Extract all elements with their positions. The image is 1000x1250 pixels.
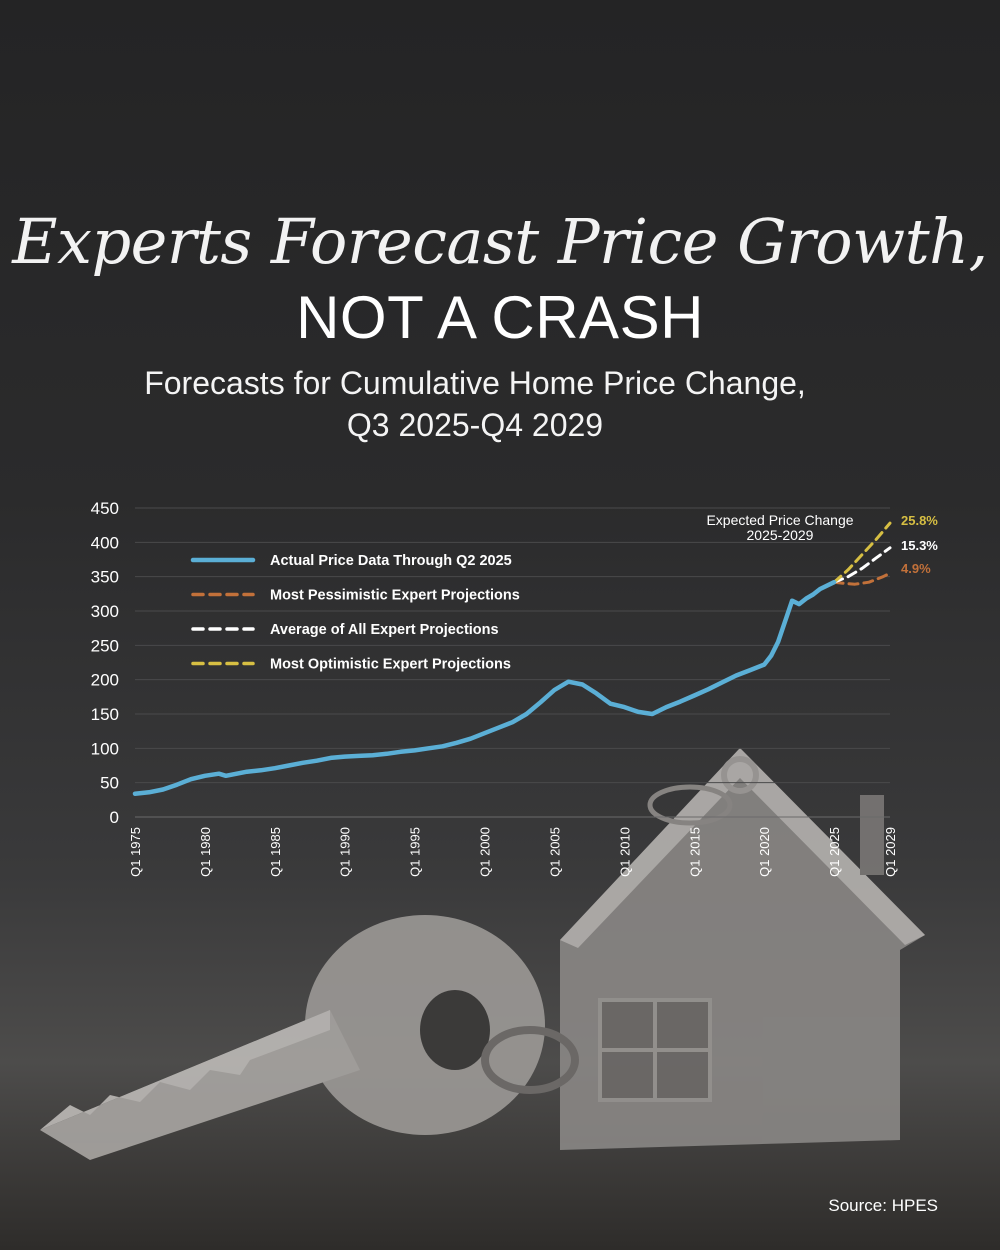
chart-subtitle-line2: Q3 2025-Q4 2029 (346, 407, 604, 443)
series-line-1 (832, 571, 892, 586)
y-tick-label: 100 (91, 739, 119, 758)
house-key-illustration (40, 748, 925, 1160)
x-tick-label: Q1 2015 (687, 827, 702, 877)
chart-legend: Actual Price Data Through Q2 2025 Most Pe… (190, 553, 520, 673)
x-tick-label: Q1 2005 (547, 827, 562, 877)
x-tick-label: Q1 1990 (338, 827, 353, 877)
legend-label-3: Most Optimistic Expert Projections (270, 657, 511, 673)
end-label-3: 25.8% (901, 513, 938, 528)
chart-subtitle-line1: Forecasts for Cumulative Home Price Chan… (144, 365, 806, 401)
legend-label-0: Actual Price Data Through Q2 2025 (270, 553, 512, 569)
series-line-3 (832, 521, 892, 584)
end-label-1: 4.9% (901, 561, 931, 576)
annotation-line2: 2025-2029 (747, 527, 814, 543)
source-note: Source: HPES (828, 1196, 938, 1215)
annotation-line1: Expected Price Change (706, 512, 853, 528)
y-tick-label: 150 (91, 705, 119, 724)
legend-label-1: Most Pessimistic Expert Projections (270, 588, 520, 604)
chart-subtitle: Forecasts for Cumulative Home Price Chan… (100, 362, 850, 446)
y-tick-label: 0 (110, 808, 119, 827)
page-title-emphasis: NOT A CRASH (296, 284, 704, 351)
legend-label-2: Average of All Expert Projections (270, 622, 499, 638)
chart-series (132, 521, 892, 796)
y-tick-label: 450 (91, 499, 119, 518)
x-tick-label: Q1 2025 (827, 827, 842, 877)
projection-end-labels: 4.9% 15.3% 25.8% (901, 513, 938, 576)
y-axis-ticks: 0 50 100 150 200 250 300 350 400 450 (91, 499, 119, 827)
y-tick-label: 50 (100, 774, 119, 793)
x-tick-label: Q1 2000 (478, 827, 493, 877)
y-tick-label: 300 (91, 602, 119, 621)
y-tick-label: 250 (91, 636, 119, 655)
x-axis-ticks: Q1 1975 Q1 1980 Q1 1985 Q1 1990 Q1 1995 Q1 20… (128, 827, 898, 877)
x-tick-label: Q1 1980 (198, 827, 213, 877)
y-tick-label: 400 (91, 533, 119, 552)
chart-gridlines (135, 507, 890, 818)
x-tick-label: Q1 2010 (617, 827, 632, 877)
page-title: Experts Forecast Price Growth, (12, 205, 988, 278)
series-line-0 (132, 579, 837, 796)
y-tick-label: 200 (91, 671, 119, 690)
x-tick-label: Q1 1995 (408, 827, 423, 877)
x-tick-label: Q1 2020 (757, 827, 772, 877)
x-tick-label: Q1 1975 (128, 827, 143, 877)
x-tick-label: Q1 1985 (268, 827, 283, 877)
series-line-2 (832, 546, 892, 584)
end-label-2: 15.3% (901, 538, 938, 553)
x-tick-label: Q1 2029 (883, 827, 898, 877)
y-tick-label: 350 (91, 568, 119, 587)
